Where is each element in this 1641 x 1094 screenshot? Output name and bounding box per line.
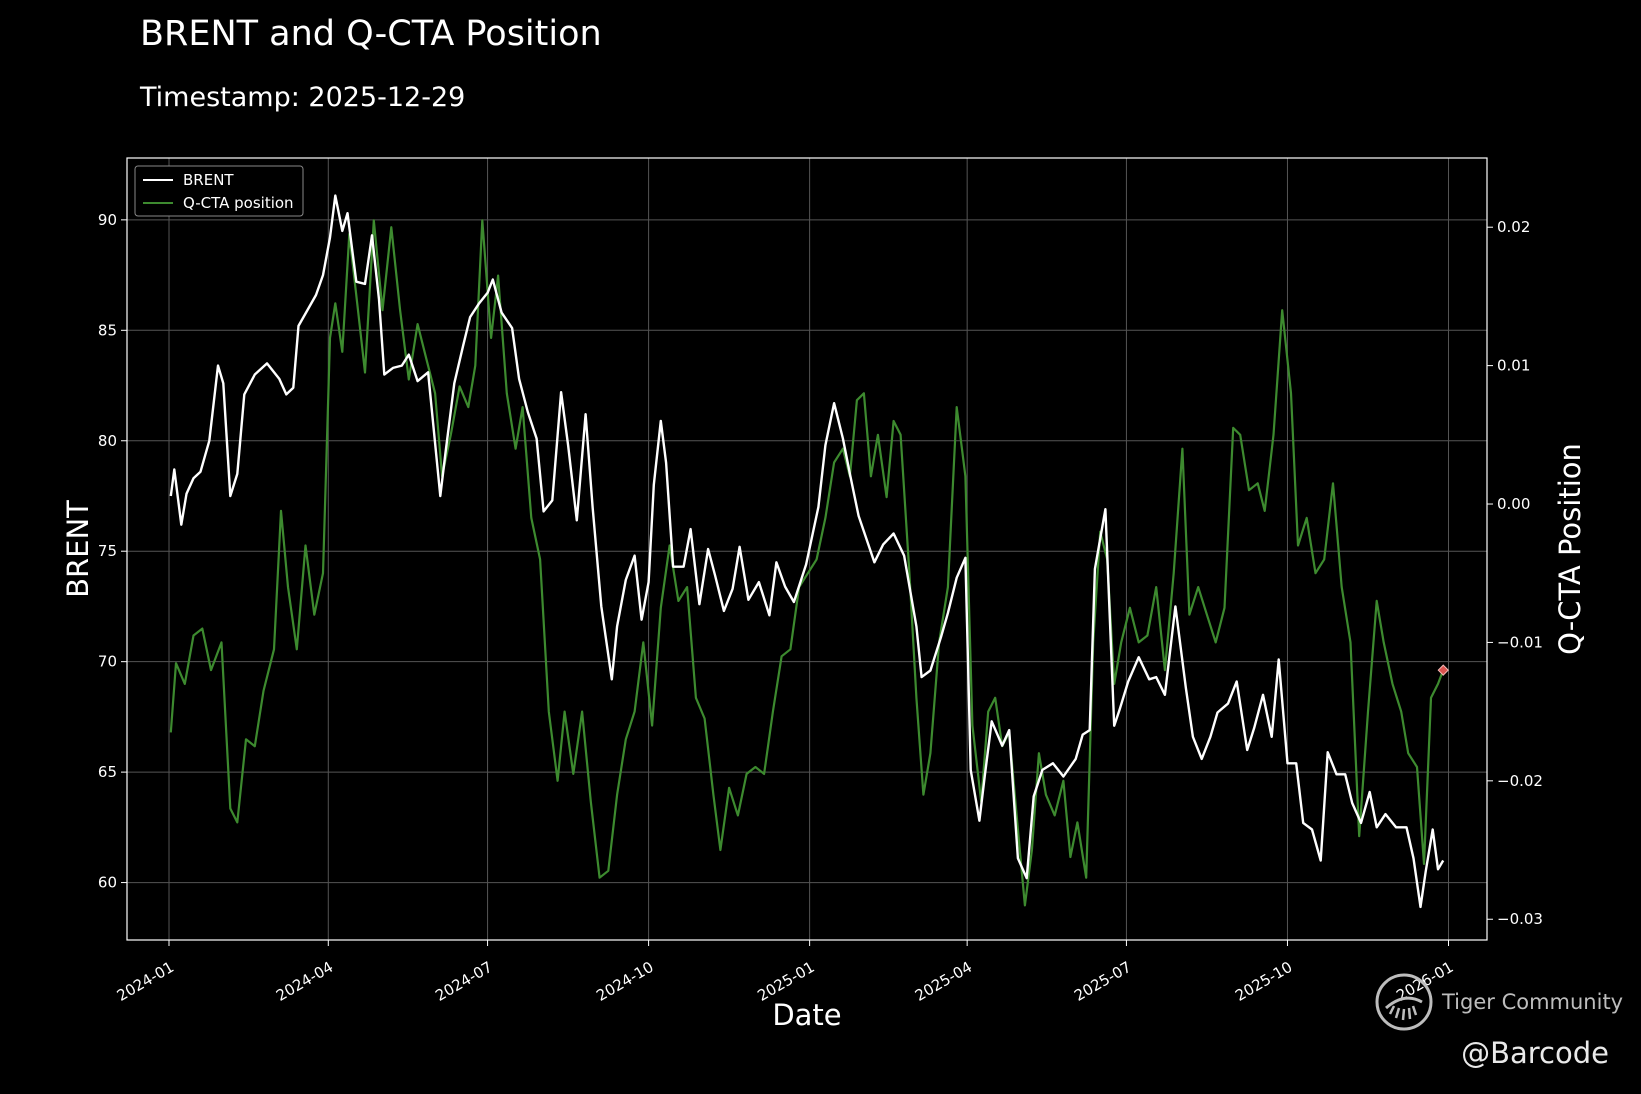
- marker-diamond: [1437, 664, 1449, 676]
- q-cta-series: [169, 219, 1445, 907]
- x-tick-label: 2025-10: [1232, 958, 1295, 1005]
- legend-box: [134, 165, 304, 217]
- brent-series: [169, 194, 1445, 909]
- watermark-handle: @Barcode: [1461, 1036, 1609, 1070]
- y-tick-label: 65: [98, 763, 117, 781]
- x-tick-label: 2025-04: [912, 958, 975, 1005]
- y2-tick-label: −0.02: [1497, 772, 1543, 790]
- y2-axis-ticks: −0.03 −0.02 −0.01 0.00 0.01 0.02: [1487, 218, 1543, 928]
- q-cta-line: [169, 219, 1445, 907]
- legend-label-q-cta: Q-CTA position: [183, 194, 294, 212]
- x-tick-label: 2024-07: [432, 958, 495, 1005]
- y-tick-label: 70: [98, 653, 117, 671]
- y2-tick-label: 0.01: [1497, 357, 1530, 375]
- y-axis-ticks: 60 65 70 75 80 85 90: [98, 211, 127, 892]
- x-tick-label: 2024-10: [593, 958, 656, 1005]
- y-tick-label: 90: [98, 211, 117, 229]
- watermark-community: Tiger Community: [1442, 990, 1624, 1014]
- x-tick-label: 2025-07: [1071, 958, 1134, 1005]
- y-tick-label: 60: [98, 874, 117, 892]
- x-axis-ticks: 2024-01 2024-04 2024-07 2024-10 2025-01 2025-…: [114, 940, 1456, 1005]
- brent-line: [169, 194, 1445, 909]
- y-tick-label: 80: [98, 432, 117, 450]
- y2-tick-label: 0.00: [1497, 495, 1530, 513]
- tiger-logo-icon: [1375, 973, 1433, 1031]
- plot-frame: [126, 157, 1488, 941]
- x-tick-label: 2024-04: [273, 958, 336, 1005]
- y-tick-label: 75: [98, 542, 117, 560]
- last-point-marker: [1437, 664, 1449, 676]
- legend: BRENT Q-CTA position: [134, 165, 304, 217]
- y2-axis-label: Q-CTA Position: [1553, 443, 1587, 655]
- y-tick-label: 85: [98, 321, 117, 339]
- x-axis-label: Date: [772, 998, 841, 1032]
- x-tick-label: 2024-01: [114, 958, 177, 1005]
- y-axis-label: BRENT: [61, 500, 95, 598]
- legend-label-brent: BRENT: [183, 171, 234, 189]
- grid-lines: [127, 158, 1487, 940]
- chart-subtitle: Timestamp: 2025-12-29: [140, 82, 466, 113]
- y2-tick-label: 0.02: [1497, 218, 1530, 236]
- chart-title: BRENT and Q-CTA Position: [140, 14, 602, 54]
- y2-tick-label: −0.03: [1497, 910, 1543, 928]
- y2-tick-label: −0.01: [1497, 633, 1543, 651]
